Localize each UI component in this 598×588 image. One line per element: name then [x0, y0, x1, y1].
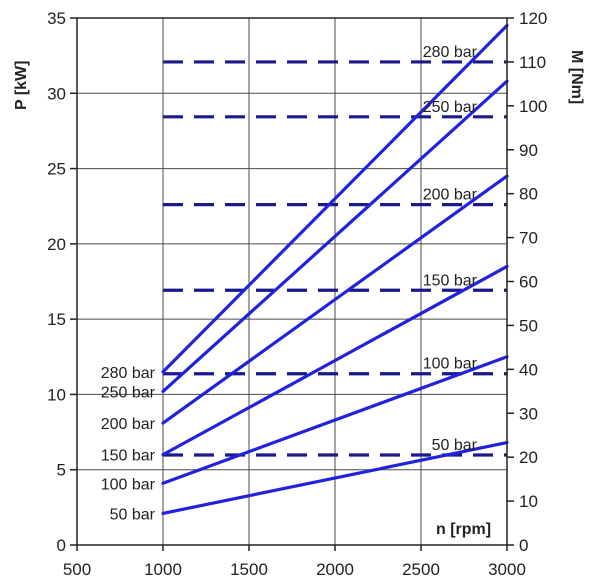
power-series-label: 250 bar — [101, 384, 156, 401]
y-axis-title: P [kW] — [13, 61, 30, 110]
x-tick-label: 3000 — [488, 560, 526, 579]
x-tick-labels: 500 1000 1500 2000 2500 3000 — [63, 545, 526, 579]
y-tick-label: 25 — [47, 160, 66, 179]
y-tick-label: 5 — [57, 461, 66, 480]
series-labels: 280 bar 250 bar 200 bar 150 bar 100 bar 50 ba… — [101, 44, 478, 523]
torque-series-label: 100 bar — [423, 356, 478, 373]
y2-tick-label: 70 — [519, 229, 538, 248]
power-series-label: 280 bar — [101, 365, 156, 382]
x-axis-title: n [rpm] — [436, 521, 491, 538]
y2-tick-labels: 0 10 20 30 40 50 60 70 80 90 100 110 120 — [507, 9, 547, 555]
y2-tick-label: 110 — [519, 53, 546, 72]
y2-tick-label: 0 — [519, 536, 528, 555]
power-series-label: 100 bar — [101, 476, 156, 493]
y2-tick-label: 20 — [519, 448, 538, 467]
power-series-label: 150 bar — [101, 448, 156, 465]
power-series-label: 50 bar — [110, 506, 156, 523]
y-tick-labels: 0 5 10 15 20 25 30 35 — [47, 9, 77, 555]
x-tick-label: 1500 — [230, 560, 268, 579]
y2-tick-label: 80 — [519, 185, 538, 204]
y2-tick-label: 120 — [519, 9, 547, 28]
power-lines — [161, 23, 509, 515]
y-tick-label: 10 — [47, 385, 66, 404]
power-line — [161, 79, 509, 394]
torque-series-label: 280 bar — [423, 44, 478, 61]
y2-tick-label: 60 — [519, 273, 538, 292]
x-tick-label: 2000 — [316, 560, 354, 579]
y-tick-label: 30 — [47, 84, 66, 103]
y-tick-label: 20 — [47, 235, 66, 254]
x-tick-label: 1000 — [144, 560, 182, 579]
x-tick-label: 2500 — [402, 560, 440, 579]
y2-axis-title: M [Nm] — [568, 50, 585, 104]
y2-tick-label: 10 — [519, 492, 538, 511]
y-tick-label: 35 — [47, 9, 66, 28]
y-tick-label: 0 — [57, 536, 66, 555]
power-series-label: 200 bar — [101, 416, 156, 433]
y2-tick-label: 40 — [519, 360, 538, 379]
power-line — [161, 264, 509, 457]
y2-tick-label: 100 — [519, 97, 547, 116]
y2-tick-label: 90 — [519, 141, 538, 160]
x-tick-label: 500 — [63, 560, 91, 579]
torque-series-label: 200 bar — [423, 187, 478, 204]
power-line — [161, 174, 509, 425]
torque-series-label: 250 bar — [423, 99, 478, 116]
power-line — [161, 441, 509, 515]
y-tick-label: 15 — [47, 310, 66, 329]
y2-tick-label: 30 — [519, 404, 538, 423]
y2-tick-label: 50 — [519, 316, 538, 335]
power-line — [161, 23, 509, 374]
power-line — [161, 355, 509, 485]
torque-series-label: 150 bar — [423, 272, 478, 289]
torque-series-label: 50 bar — [432, 437, 478, 454]
